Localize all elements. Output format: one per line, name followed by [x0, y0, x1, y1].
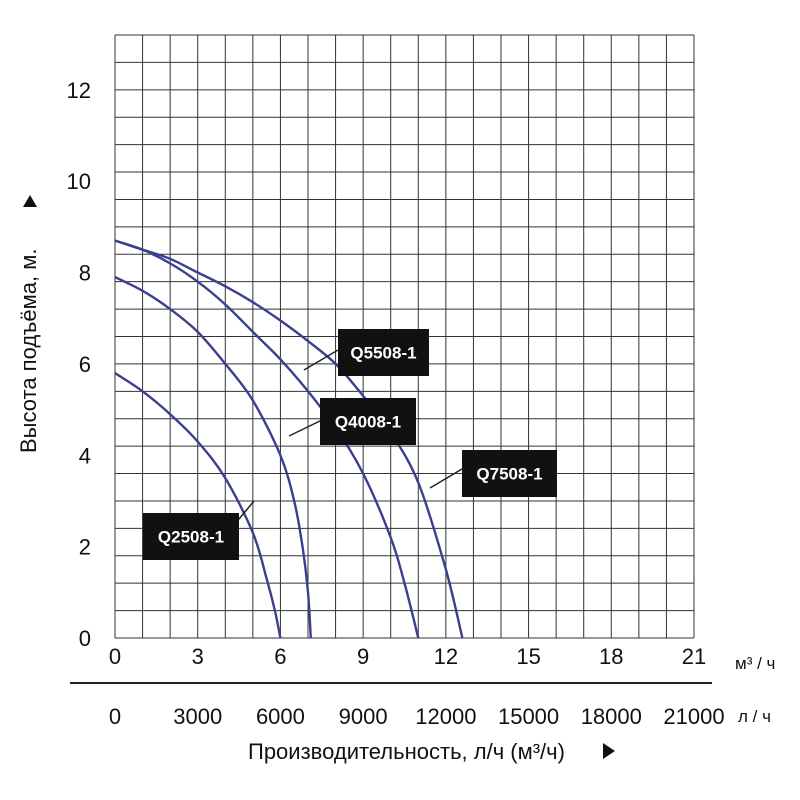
y-axis-title: Высота подъёма, м.	[16, 249, 41, 454]
curve-Q2508-1	[114, 372, 282, 639]
x-tick-label-lh: 9000	[339, 704, 388, 729]
curve-label: Q5508-1	[350, 344, 416, 363]
x-tick-label-lh: 18000	[581, 704, 642, 729]
x-tick-label-m3h: 15	[516, 644, 540, 669]
x-tick-label-lh: 6000	[256, 704, 305, 729]
curve-label-box	[462, 450, 557, 497]
curve-label-box	[143, 513, 239, 560]
x-tick-label-lh: 3000	[173, 704, 222, 729]
curve-labels: Q5508-1 Q4008-1 Q7508-1 Q2508-1	[143, 329, 557, 560]
x-axis-lh-unit: л / ч	[738, 707, 771, 726]
curve-label-box	[320, 398, 416, 445]
x-axis-title: Производительность, л/ч (м³/ч)	[248, 739, 565, 764]
x-tick-label-m3h: 12	[434, 644, 458, 669]
x-tick-label-lh: 12000	[415, 704, 476, 729]
pump-curves	[114, 239, 464, 639]
curve-label: Q4008-1	[335, 413, 401, 432]
x-tick-label-lh: 15000	[498, 704, 559, 729]
curve-Q7508-1	[114, 239, 464, 639]
x-tick-label-m3h: 6	[274, 644, 286, 669]
x-axis-m3h-ticks: 0 3 6 9 12 15 18 21	[109, 644, 706, 669]
x-axis-lh-ticks: 0 3000 6000 9000 12000 15000 18000 21000	[109, 704, 725, 729]
curve-Q5508-1	[114, 239, 420, 639]
x-tick-label-m3h: 18	[599, 644, 623, 669]
x-tick-label-m3h: 21	[682, 644, 706, 669]
y-tick-label: 0	[79, 626, 91, 651]
x-axis-title-group: Производительность, л/ч (м³/ч)	[248, 739, 615, 764]
y-axis-title-group: Высота подъёма, м.	[16, 195, 41, 453]
x-tick-label-lh: 21000	[663, 704, 724, 729]
x-axis-m3h-unit: м³ / ч	[735, 654, 775, 673]
y-tick-label: 10	[67, 169, 91, 194]
x-tick-label-lh: 0	[109, 704, 121, 729]
y-tick-label: 2	[79, 535, 91, 560]
y-tick-label: 4	[79, 443, 91, 468]
leader-line	[303, 349, 339, 371]
leader-line	[429, 468, 463, 489]
y-tick-label: 12	[67, 78, 91, 103]
label-leader-lines	[233, 349, 463, 526]
leader-line	[288, 419, 323, 437]
curve-label: Q2508-1	[158, 528, 224, 547]
x-axis-arrow-icon	[603, 743, 615, 759]
x-tick-label-m3h: 3	[192, 644, 204, 669]
x-tick-label-m3h: 0	[109, 644, 121, 669]
curve-label: Q7508-1	[476, 465, 542, 484]
y-axis-ticks: 0 2 4 6 8 10 12	[67, 78, 91, 651]
x-tick-label-m3h: 9	[357, 644, 369, 669]
y-tick-label: 8	[79, 261, 91, 286]
curve-Q4008-1	[114, 276, 312, 639]
y-tick-label: 6	[79, 352, 91, 377]
curve-label-box	[338, 329, 429, 376]
y-axis-arrow-icon	[23, 195, 37, 207]
